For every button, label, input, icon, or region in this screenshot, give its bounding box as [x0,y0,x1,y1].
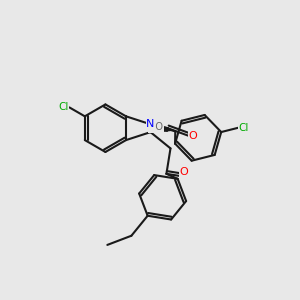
Text: O: O [180,167,188,177]
Text: Cl: Cl [238,123,249,133]
Text: HO: HO [148,122,163,132]
Text: N: N [146,119,155,129]
Text: O: O [189,131,197,141]
Text: Cl: Cl [58,102,69,112]
